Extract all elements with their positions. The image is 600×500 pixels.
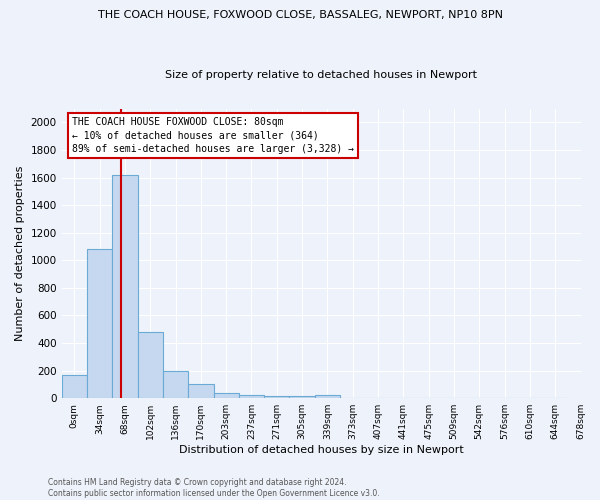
Bar (264, 396, 289, 398)
Bar (87, 248, 112, 398)
Text: THE COACH HOUSE FOXWOOD CLOSE: 80sqm
← 10% of detached houses are smaller (364)
: THE COACH HOUSE FOXWOOD CLOSE: 80sqm ← 1… (72, 117, 354, 154)
Text: Contains HM Land Registry data © Crown copyright and database right 2024.
Contai: Contains HM Land Registry data © Crown c… (48, 478, 380, 498)
Bar (112, 175, 137, 398)
Bar (289, 396, 315, 398)
Bar (239, 395, 264, 398)
Y-axis label: Number of detached properties: Number of detached properties (15, 166, 25, 341)
X-axis label: Distribution of detached houses by size in Newport: Distribution of detached houses by size … (179, 445, 463, 455)
Bar (137, 332, 163, 398)
Bar (214, 392, 239, 398)
Bar (62, 376, 87, 398)
Bar (163, 370, 188, 398)
Title: Size of property relative to detached houses in Newport: Size of property relative to detached ho… (165, 70, 477, 80)
Bar (188, 384, 214, 398)
Bar (315, 396, 340, 398)
Text: THE COACH HOUSE, FOXWOOD CLOSE, BASSALEG, NEWPORT, NP10 8PN: THE COACH HOUSE, FOXWOOD CLOSE, BASSALEG… (97, 10, 503, 20)
